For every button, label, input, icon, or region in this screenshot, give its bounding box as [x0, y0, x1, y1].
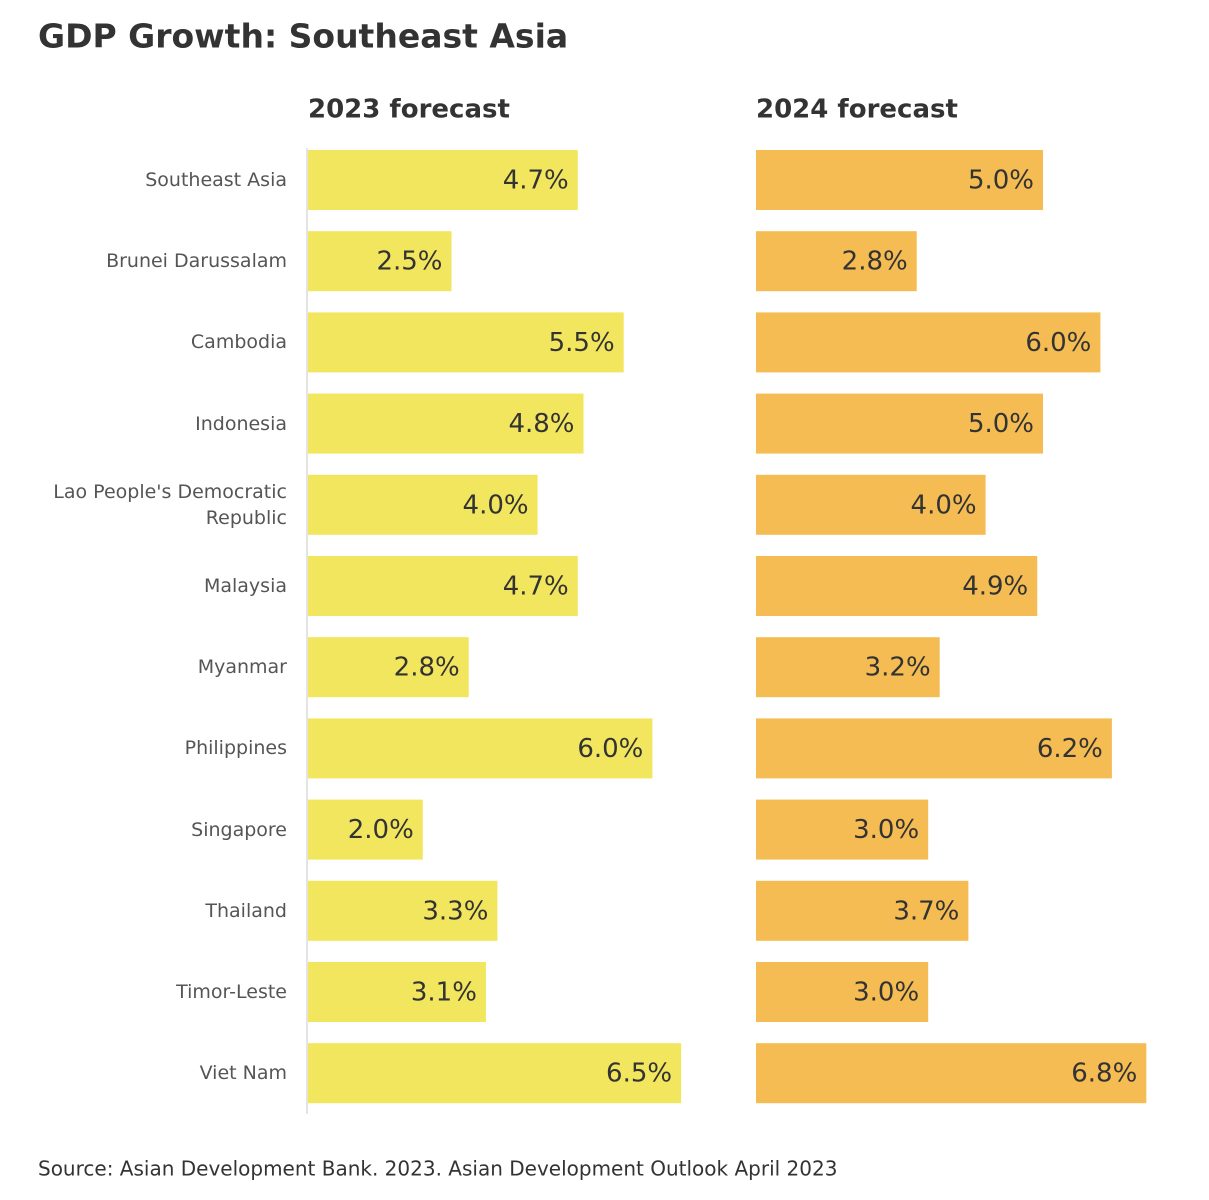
category-label: Myanmar [197, 656, 287, 679]
category-label: Malaysia [203, 575, 287, 597]
value-label: 6.2% [1037, 734, 1103, 764]
panel-title: 2023 forecast [308, 95, 510, 125]
bar [756, 880, 969, 941]
bar [756, 150, 1043, 210]
source: Source: Asian Development Bank. 2023. As… [38, 1157, 837, 1181]
bar [308, 312, 624, 373]
value-label: 4.7% [503, 572, 569, 602]
bar [308, 880, 498, 941]
bar [756, 799, 929, 860]
value-label: 2.8% [842, 247, 908, 277]
bar [756, 393, 1043, 454]
value-label: 3.1% [411, 978, 477, 1008]
bar [756, 637, 940, 698]
bar [308, 799, 423, 860]
value-label: 3.0% [853, 978, 919, 1008]
bar [308, 718, 653, 779]
category-label: Lao People's Democratic Republic [53, 480, 287, 529]
category-label: Southeast Asia [145, 169, 287, 191]
bar [756, 1043, 1147, 1104]
value-label: 3.0% [853, 815, 919, 845]
category-label: Philippines [184, 737, 287, 760]
panel-title: 2024 forecast [756, 95, 958, 125]
value-label: 6.0% [1025, 328, 1091, 358]
category-label: Timor-Leste [176, 981, 287, 1003]
value-label: 2.0% [348, 815, 414, 845]
bar [308, 556, 578, 616]
value-label: 3.7% [893, 896, 959, 926]
value-label: 4.0% [911, 490, 977, 520]
value-label: 3.2% [865, 653, 931, 683]
category-label: Cambodia [190, 331, 287, 354]
bar [756, 556, 1038, 616]
value-label: 4.0% [463, 490, 529, 520]
value-label: 6.5% [606, 1059, 672, 1089]
value-label: 2.8% [394, 653, 460, 683]
category-label: Viet Nam [199, 1062, 287, 1085]
category-label: Indonesia [195, 412, 287, 435]
bar [756, 962, 929, 1022]
bar [308, 393, 584, 454]
bar [756, 312, 1101, 373]
value-label: 4.8% [508, 409, 574, 439]
category-label: Singapore [191, 818, 287, 841]
value-label: 3.3% [422, 896, 488, 926]
bar [308, 962, 486, 1022]
bar [756, 474, 986, 535]
bar [308, 1043, 682, 1104]
value-label: 6.8% [1071, 1059, 1137, 1089]
bar [756, 231, 917, 292]
value-label: 2.5% [376, 247, 442, 277]
bar [756, 718, 1112, 779]
bar [308, 637, 469, 698]
value-label: 5.5% [549, 328, 615, 358]
value-label: 6.0% [577, 734, 643, 764]
category-label: Thailand [205, 899, 287, 922]
value-label: 4.9% [962, 572, 1028, 602]
bar [308, 150, 578, 210]
value-label: 5.0% [968, 166, 1034, 196]
value-label: 5.0% [968, 409, 1034, 439]
bar [308, 231, 452, 292]
chart-title: GDP Growth: Southeast Asia [38, 17, 568, 56]
bar [308, 474, 538, 535]
value-label: 4.7% [503, 166, 569, 196]
category-label: Brunei Darussalam [106, 250, 287, 273]
